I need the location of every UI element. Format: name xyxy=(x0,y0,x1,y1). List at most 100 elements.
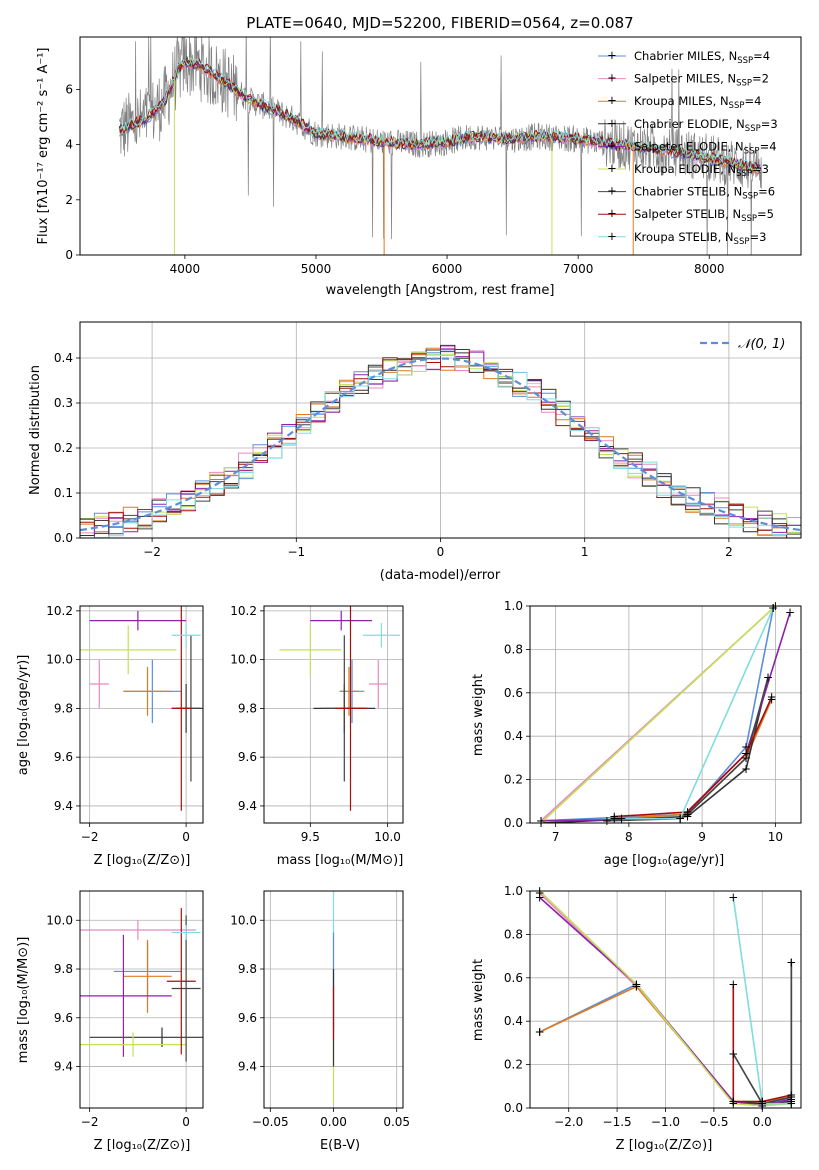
y-tick-label: 0.4 xyxy=(504,1014,523,1028)
x-tick-label: 8000 xyxy=(694,262,725,276)
model-spectrum-line xyxy=(118,55,762,170)
y-axis-label: age [log₁₀(age/yr)] xyxy=(16,655,31,776)
y-tick-label: 0.3 xyxy=(54,396,73,410)
mass-weight-line xyxy=(540,608,774,822)
legend-entry-tail: =6 xyxy=(758,185,775,199)
axes-frame xyxy=(79,605,204,824)
mass-weight-line xyxy=(732,984,792,1103)
mass-weight-line xyxy=(539,891,792,1107)
legend-entry-tail: =2 xyxy=(752,72,769,86)
legend-entry-sub: SSP xyxy=(729,101,745,111)
x-tick-label: 4000 xyxy=(170,262,201,276)
mass-weight-marker: + xyxy=(682,807,692,821)
mass-weight-marker: + xyxy=(768,601,778,615)
mass-weight-marker: + xyxy=(757,1099,767,1113)
plot-area xyxy=(279,606,400,811)
mass-weight-marker: + xyxy=(786,956,796,970)
mass-weight-marker: + xyxy=(757,1094,767,1108)
legend-entry-tail: =3 xyxy=(749,230,766,244)
mass-weight-marker: + xyxy=(757,1094,767,1108)
mass-weight-marker: + xyxy=(757,1097,767,1111)
x-tick-label: −2 xyxy=(81,830,99,844)
legend-entry-base: Chabrier ELODIE, N xyxy=(634,117,745,131)
mass-weight-marker: + xyxy=(631,979,641,993)
plot-area xyxy=(539,891,793,1107)
mass-weight-marker: + xyxy=(786,1097,796,1111)
legend-entry-sub: SSP xyxy=(742,192,758,202)
x-axis-label: E(B-V) xyxy=(320,1138,360,1153)
model-spectrum-line xyxy=(118,56,762,174)
mass-weight-marker: + xyxy=(609,809,619,823)
legend-entry-base: Salpeter MILES, N xyxy=(634,72,736,86)
legend-entry-base: Chabrier MILES, N xyxy=(634,49,737,63)
legend-entry: Kroupa STELIB, NSSP=3 xyxy=(634,230,766,247)
mass-weight-marker: + xyxy=(786,956,796,970)
y-tick-label: 0.0 xyxy=(504,1101,523,1115)
mass-weight-marker: + xyxy=(535,891,545,905)
mass-weight-marker: + xyxy=(728,1094,738,1108)
axes-frame xyxy=(529,605,802,824)
y-tick-label: 0.2 xyxy=(504,773,523,787)
mass-weight-marker: + xyxy=(631,977,641,991)
x-tick-label: −2.0 xyxy=(554,1115,583,1129)
x-tick-label: 5000 xyxy=(301,262,332,276)
panel-age-vs-Z: −2 0 9.4 9.6 9.8 10.0 10.2 xyxy=(46,604,204,844)
legend-entry-tail: =4 xyxy=(760,139,777,153)
panel-spectrum: 4000 5000 6000 7000 8000 0 2 4 6 xyxy=(65,36,802,276)
x-tick-label: 7000 xyxy=(563,262,594,276)
panel-residuals: −2 −1 0 1 2 0.0 0.1 0.2 0.3 0.4 xyxy=(54,321,802,559)
legend-entry-base: Kroupa STELIB, N xyxy=(634,230,734,244)
y-tick-label: 1.0 xyxy=(504,884,523,898)
mass-weight-marker: + xyxy=(768,601,778,615)
y-tick-label: 9.8 xyxy=(238,701,257,715)
x-tick-label: −1 xyxy=(287,545,305,559)
mass-weight-marker: + xyxy=(631,977,641,991)
plot-area xyxy=(80,344,801,538)
legend-marker: + xyxy=(607,48,617,62)
x-tick-label: 0.00 xyxy=(320,1115,347,1129)
x-tick-label: 0 xyxy=(182,830,190,844)
panel-mass-vs-EBV: −0.05 0.00 0.05 9.4 9.6 9.8 10.0 xyxy=(230,890,410,1129)
legend-entry-sub: SSP xyxy=(736,79,752,89)
mass-weight-marker: + xyxy=(728,1094,738,1108)
axes-frame xyxy=(79,890,204,1109)
panel-title: PLATE=0640, MJD=52200, FIBERID=0564, z=0… xyxy=(246,14,633,32)
mass-weight-marker: + xyxy=(728,1047,738,1061)
y-tick-label: 0.0 xyxy=(54,531,73,545)
mass-weight-marker: + xyxy=(609,812,619,826)
x-axis-label: Z [log₁₀(Z/Z⊙)] xyxy=(94,1138,191,1153)
legend-entry-tail: =3 xyxy=(752,162,769,176)
y-tick-label: 6 xyxy=(65,82,73,96)
axes-frame xyxy=(79,36,802,256)
legend-entry-tail: =4 xyxy=(753,49,770,63)
x-tick-label: 8 xyxy=(625,830,633,844)
mass-weight-marker: + xyxy=(786,1092,796,1106)
mass-weight-marker: + xyxy=(757,1097,767,1111)
y-axis-label: Normed distribution xyxy=(28,365,43,495)
x-tick-label: −0.05 xyxy=(252,1115,289,1129)
mass-weight-marker: + xyxy=(728,1094,738,1108)
y-tick-label: 4 xyxy=(65,138,73,152)
legend-entry-base: Kroupa MILES, N xyxy=(634,94,729,108)
mass-weight-marker: + xyxy=(728,891,738,905)
normal-curve xyxy=(80,357,801,532)
mass-weight-marker: + xyxy=(536,814,546,828)
legend: + Chabrier MILES, NSSP=4+ Salpeter MILES, … xyxy=(598,48,778,247)
y-tick-label: 9.6 xyxy=(54,1011,73,1025)
y-tick-label: 1.0 xyxy=(504,599,523,613)
mass-weight-marker: + xyxy=(741,740,751,754)
mass-weight-marker: + xyxy=(728,1097,738,1111)
axes-frame xyxy=(263,890,404,1109)
x-tick-label: 10 xyxy=(768,830,783,844)
axes-frame xyxy=(529,890,802,1109)
x-tick-label: 2 xyxy=(725,545,733,559)
mass-weight-marker: + xyxy=(786,1094,796,1108)
y-tick-label: 0.8 xyxy=(504,642,523,656)
y-tick-label: 0.8 xyxy=(504,927,523,941)
panel-mass-vs-Z: −2 0 9.4 9.6 9.8 10.0 xyxy=(46,890,204,1129)
mass-weight-marker: + xyxy=(757,1097,767,1111)
legend-entry: Kroupa MILES, NSSP=4 xyxy=(634,94,761,111)
mass-weight-marker: + xyxy=(535,1025,545,1039)
y-tick-label: 0.4 xyxy=(504,729,523,743)
